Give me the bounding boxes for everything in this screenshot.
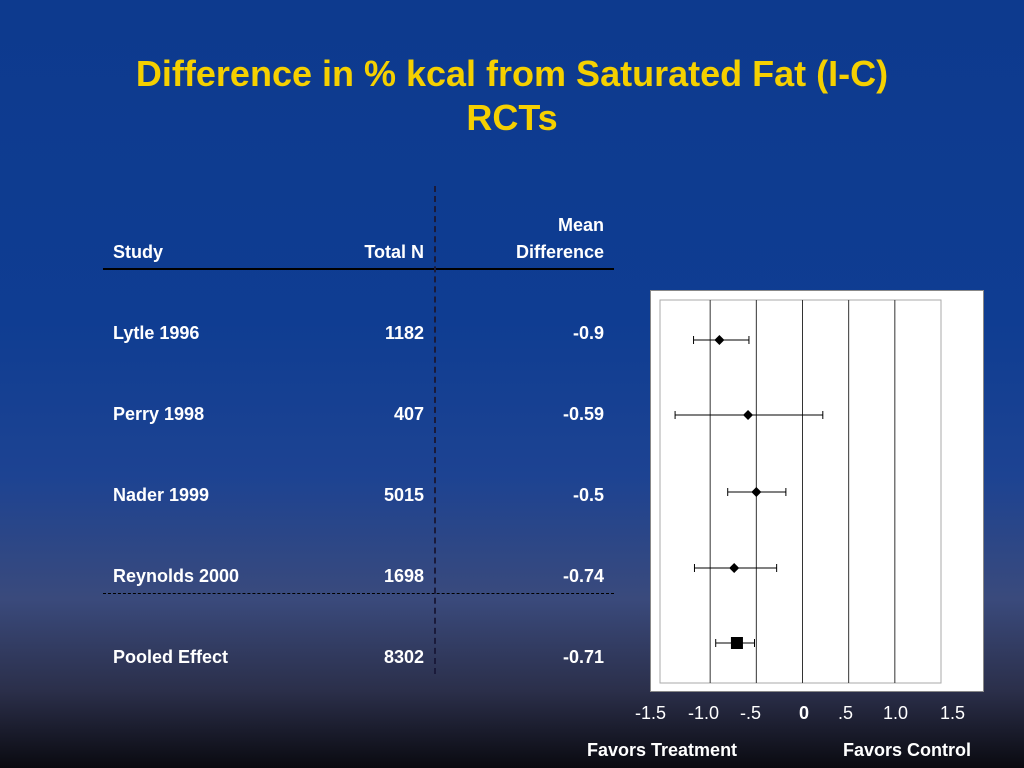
- row-5-mean-difference: -0.71: [562, 647, 604, 667]
- header-mean-line-1: Mean: [557, 215, 604, 235]
- title-line-1: Difference in % kcal from Saturated Fat …: [135, 53, 889, 94]
- pooled-separator-rule: [103, 593, 614, 594]
- row-4-total-n: 1698: [383, 566, 424, 586]
- x-tick-1-5: 1.5: [940, 703, 966, 723]
- point-estimate-marker: [714, 335, 725, 345]
- forest-plot-frame: [650, 290, 984, 692]
- column-divider: [434, 186, 436, 674]
- x-tick-zero: 0: [799, 703, 810, 723]
- header-rule: [103, 268, 614, 270]
- row-5-total-n: 8302: [383, 647, 424, 667]
- row-2-total-n: 407: [393, 404, 424, 424]
- x-tick-0-5: .5: [838, 703, 854, 723]
- row-4-mean-difference: -0.74: [562, 566, 604, 586]
- forest-plot: [659, 299, 942, 684]
- row-3-study: Nader 1999: [113, 485, 210, 505]
- row-3-mean-difference: -0.5: [572, 485, 604, 505]
- row-2-study: Perry 1998: [113, 404, 205, 424]
- x-tick-1-0: 1.0: [883, 703, 909, 723]
- row-1-total-n: 1182: [384, 323, 424, 343]
- point-estimate-marker: [743, 410, 754, 420]
- x-tick-minus-1-5: -1.5: [635, 703, 667, 723]
- pooled-effect-marker: [730, 637, 743, 649]
- point-estimate-marker: [729, 563, 740, 573]
- point-estimate-marker: [751, 487, 762, 497]
- favors-treatment-label: Favors Treatment: [587, 740, 738, 760]
- favors-control-label: Favors Control: [843, 740, 972, 760]
- row-3-total-n: 5015: [383, 485, 424, 505]
- row-4-study: Reynolds 2000: [113, 566, 240, 586]
- row-1-mean-difference: -0.9: [572, 323, 604, 343]
- row-2-mean-difference: -0.59: [562, 404, 604, 424]
- header-total-n: Total N: [364, 242, 424, 262]
- row-1-study: Lytle 1996: [113, 323, 200, 343]
- title-line-2: RCTs: [466, 97, 558, 138]
- plot-inner-border: [659, 299, 942, 684]
- header-study: Study: [113, 242, 164, 262]
- slide-title: Difference in % kcal from Saturated Fat …: [0, 52, 1024, 140]
- x-tick-minus-0-5: -.5: [740, 703, 762, 723]
- row-5-study: Pooled Effect: [113, 647, 229, 667]
- header-mean-line-2: Difference: [515, 242, 604, 262]
- x-tick-minus-1-0: -1.0: [688, 703, 720, 723]
